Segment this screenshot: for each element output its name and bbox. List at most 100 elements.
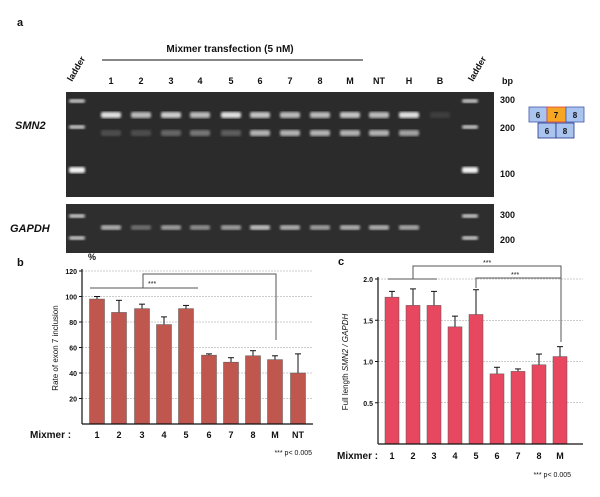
ladder-band — [462, 236, 478, 240]
x-tick-label: 6 — [494, 451, 499, 461]
bp-unit: bp — [502, 76, 513, 86]
smn2-full-band — [250, 112, 270, 118]
bar-2 — [111, 312, 127, 425]
ladder-band — [462, 125, 478, 129]
smn2-full-band — [280, 112, 300, 118]
bar-4 — [447, 326, 463, 445]
skipped-exon-8-box — [555, 122, 575, 139]
bar-4 — [156, 324, 172, 425]
chart-c-xlabel: Mixmer : — [337, 451, 378, 462]
smn2-full-band — [161, 112, 181, 118]
smn2-full-band — [310, 112, 330, 118]
sig-stars: *** — [483, 260, 491, 267]
ladder-band — [69, 214, 85, 218]
x-tick-label: 8 — [250, 430, 255, 440]
x-tick-label: 4 — [452, 451, 457, 461]
smn2-skipped-band — [221, 130, 241, 136]
exon-diagram: 6 7 8 6 8 — [528, 106, 585, 139]
exon-8-text: 8 — [573, 111, 578, 120]
x-tick-label: 7 — [515, 451, 520, 461]
bar-1 — [89, 298, 105, 425]
ladder-band — [69, 236, 85, 240]
bp-100: 100 — [500, 169, 515, 179]
x-tick-label: 3 — [139, 430, 144, 440]
gapdh-gel — [66, 204, 494, 253]
gapdh-band — [250, 225, 270, 230]
lane-label-1: 1 — [108, 76, 113, 86]
chart-b-footnote: *** p< 0.005 — [274, 450, 312, 457]
y-tick-label: 80 — [69, 320, 77, 327]
y-tick-label: 120 — [65, 269, 77, 276]
exon-6-text: 6 — [536, 111, 541, 120]
smn2-skipped-band — [161, 130, 181, 136]
gapdh-band — [131, 225, 151, 230]
x-tick-label: 6 — [206, 430, 211, 440]
x-tick-label: 1 — [389, 451, 394, 461]
lane-label-B: B — [437, 76, 444, 86]
chart-c-footnote: *** p< 0.005 — [533, 472, 571, 479]
smn2-skipped-band — [340, 130, 360, 136]
bar-6 — [201, 354, 217, 425]
bar-8 — [245, 355, 261, 425]
smn2-gel — [66, 92, 494, 197]
x-tick-label: 4 — [161, 430, 166, 440]
bar-7 — [510, 371, 526, 445]
panel-b-label: b — [17, 257, 24, 269]
sig-stars-2: *** — [511, 272, 519, 279]
chart-c: 0.5 1.0 1.5 2.0 1 2 3 4 5 6 7 8 M *** *** — [363, 260, 583, 461]
smn2-full-band — [340, 112, 360, 118]
gapdh-band — [221, 225, 241, 230]
ladder-label-right: ladder — [466, 54, 488, 83]
lane-label-NT: NT — [373, 76, 385, 86]
gapdh-band — [340, 225, 360, 230]
bar-1 — [384, 296, 400, 445]
x-tick-label: 3 — [431, 451, 436, 461]
ladder-band — [69, 99, 85, 103]
sig-bracket-2 — [475, 277, 561, 288]
panel-c-label: c — [338, 256, 344, 268]
y-tick-label: 1.0 — [363, 360, 373, 367]
gapdh-band — [369, 225, 389, 230]
ladder-band — [462, 214, 478, 218]
gapdh-band — [161, 225, 181, 230]
y-tick-label: 100 — [65, 295, 77, 302]
sig-bracket — [412, 265, 562, 342]
x-tick-label: M — [271, 430, 279, 440]
sig-bracket — [142, 273, 277, 340]
bp-300: 300 — [500, 95, 515, 105]
bar-3 — [426, 305, 442, 445]
smn2-skipped-band — [190, 130, 210, 136]
gapdh-band — [399, 225, 419, 230]
smn2-skipped-band — [399, 130, 419, 136]
chart-b-xlabel: Mixmer : — [30, 430, 71, 441]
gapdh-band — [280, 225, 300, 230]
bar-5 — [468, 314, 484, 445]
ladder-band — [462, 167, 478, 173]
smn2-skipped-band — [101, 130, 121, 136]
smn2-label: SMN2 — [15, 120, 46, 132]
x-tick-label: 7 — [228, 430, 233, 440]
bp-200: 200 — [500, 123, 515, 133]
sig-stars: *** — [148, 281, 156, 288]
gapdh-band — [101, 225, 121, 230]
lane-label-6: 6 — [257, 76, 262, 86]
gapdh-label: GAPDH — [10, 223, 51, 235]
lane-label-4: 4 — [197, 76, 202, 86]
bar-3 — [134, 308, 150, 425]
x-tick-label: 5 — [183, 430, 188, 440]
y-tick-label: 0.5 — [363, 401, 373, 408]
ladder-label-left: ladder — [65, 54, 87, 83]
y-tick-label: 1.5 — [363, 318, 373, 325]
gapdh-band — [310, 225, 330, 230]
smn2-skipped-band — [369, 130, 389, 136]
x-tick-label: 5 — [473, 451, 478, 461]
bar-NT — [290, 372, 306, 425]
x-tick-label: 2 — [116, 430, 121, 440]
x-tick-label: 2 — [410, 451, 415, 461]
skipped-exon-6-text: 6 — [545, 127, 550, 136]
y-tick-label: 20 — [69, 397, 77, 404]
bar-2 — [405, 305, 421, 445]
mixmer-header: Mixmer transfection (5 nM) — [166, 44, 293, 55]
gapdh-band — [190, 225, 210, 230]
